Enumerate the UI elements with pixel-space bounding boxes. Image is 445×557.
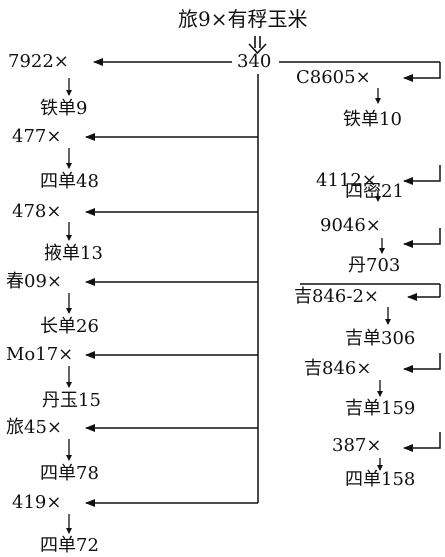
right-riser-lines bbox=[300, 283, 441, 297]
right-hooks bbox=[403, 62, 441, 452]
left-product-6: 四单78 bbox=[40, 463, 99, 484]
right-cross-5: 吉846× bbox=[304, 358, 372, 379]
left-cross-3: 478× bbox=[12, 201, 62, 222]
right-product-2: 四密21 bbox=[345, 181, 404, 202]
left-cross-2: 477× bbox=[12, 126, 62, 147]
right-cross-3: 9046× bbox=[320, 215, 381, 236]
left-product-3: 掖单13 bbox=[44, 243, 103, 264]
right-cross-6: 387× bbox=[332, 435, 382, 456]
left-cross-4: 春09× bbox=[6, 271, 62, 292]
right-cross-2: 4112× bbox=[316, 170, 377, 191]
left-product-4: 长单26 bbox=[40, 316, 99, 337]
left-cross-7: 419× bbox=[12, 492, 62, 513]
diagram-title: 旅9×有稃玉米 bbox=[178, 7, 308, 31]
double-down-arrow-icon bbox=[248, 36, 267, 55]
left-cross-6: 旅45× bbox=[6, 417, 62, 438]
center-node-340: 340 bbox=[237, 51, 272, 72]
left-product-5: 丹玉15 bbox=[42, 390, 101, 411]
left-cross-1: 7922× bbox=[8, 51, 69, 72]
right-cross-1: C8605× bbox=[296, 67, 371, 88]
left-product-7: 四单72 bbox=[40, 535, 99, 556]
right-product-3: 丹703 bbox=[348, 255, 401, 276]
left-cross-5: Mo17× bbox=[6, 344, 74, 365]
right-cross-4: 吉846-2× bbox=[294, 286, 379, 307]
left-product-1: 铁单9 bbox=[40, 98, 88, 119]
left-product-2: 四单48 bbox=[40, 171, 99, 192]
right-product-6: 四单158 bbox=[345, 469, 416, 490]
right-product-5: 吉单159 bbox=[345, 398, 416, 419]
right-product-4: 吉单306 bbox=[345, 328, 416, 349]
right-product-1: 铁单10 bbox=[343, 109, 402, 130]
